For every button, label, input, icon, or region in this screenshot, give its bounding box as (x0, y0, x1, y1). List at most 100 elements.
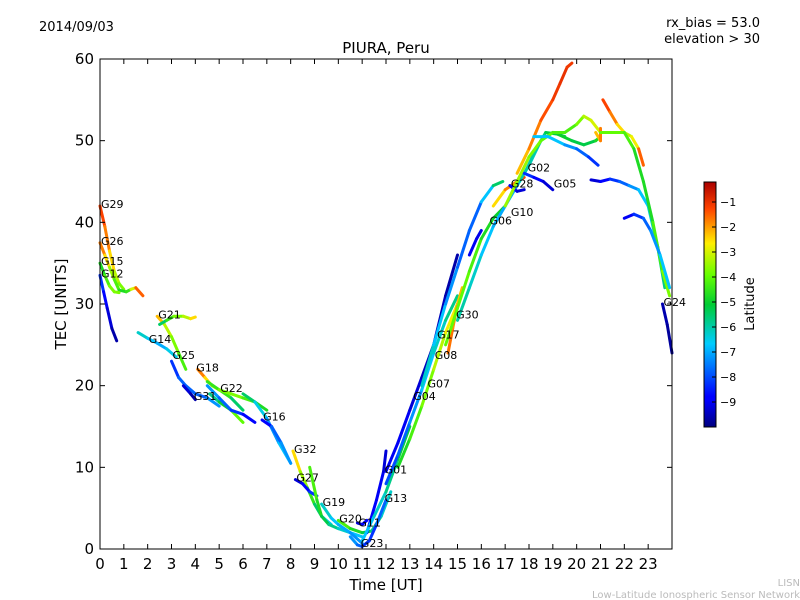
colorbar (703, 181, 717, 428)
track-segment (229, 408, 245, 416)
track-arc-43 (622, 212, 672, 290)
x-tick-label: 4 (191, 555, 201, 573)
track-segment (110, 327, 119, 343)
track-segment (551, 82, 562, 102)
satellite-label: G10 (511, 206, 534, 219)
track-segment (515, 155, 531, 183)
track-segment (622, 212, 636, 220)
track-segment (112, 290, 121, 295)
track-segment (103, 253, 111, 269)
satellite-label: G21 (158, 308, 181, 321)
satellite-label: G16 (263, 410, 286, 423)
y-tick-label: 20 (75, 377, 94, 395)
track-segment (217, 388, 233, 396)
track-segment (444, 306, 459, 347)
track-segment (105, 306, 114, 330)
y-axis: 0 10 20 30 40 50 60 (75, 50, 672, 558)
track-segment (184, 384, 197, 396)
track-segment (661, 269, 672, 298)
x-tick-label: 6 (238, 555, 248, 573)
x-tick-label: 7 (262, 555, 272, 573)
track-segment (444, 294, 459, 322)
y-tick-label: 10 (75, 458, 94, 476)
track-segment (320, 502, 333, 520)
x-tick-label: 11 (353, 555, 372, 573)
x-tick-label: 0 (95, 555, 105, 573)
satellite-label: G30 (456, 308, 479, 321)
track-segment (618, 180, 631, 188)
track-segment (637, 147, 645, 167)
track-segment (396, 437, 412, 469)
satellite-label: G06 (490, 214, 513, 227)
x-tick-label: 19 (543, 555, 562, 573)
track-segment (205, 396, 221, 408)
track-segment (98, 273, 106, 294)
track-arc-12 (205, 384, 257, 424)
track-segment (539, 98, 555, 122)
track-segment (658, 253, 672, 290)
track-G11 (355, 518, 369, 526)
track-segment (444, 265, 459, 306)
track-segment (103, 273, 111, 288)
track-segment (556, 132, 574, 143)
colorbar-tick-label: −2 (720, 221, 736, 234)
y-tick-label: 30 (75, 295, 94, 313)
x-tick-label: 2 (143, 555, 153, 573)
track-segment (420, 343, 436, 388)
track-arc-14 (260, 418, 293, 465)
track-arc-5 (158, 314, 197, 326)
x-tick-label: 15 (448, 555, 467, 573)
track-segment (637, 188, 650, 208)
track-segment (170, 335, 181, 355)
track-segment (432, 302, 448, 347)
track-segment (136, 331, 150, 340)
satellite-label: G28 (511, 178, 534, 191)
track-G05 (522, 171, 555, 192)
track-segment (291, 449, 302, 473)
track-segment (570, 139, 586, 147)
track-segment (308, 465, 319, 502)
track-segment (608, 177, 622, 183)
track-segment (348, 527, 364, 535)
satellite-label: G17 (437, 329, 460, 342)
track-segment (641, 216, 653, 232)
track-segment (661, 302, 669, 326)
track-segment (630, 135, 641, 151)
track-segment (408, 388, 424, 424)
track-segment (108, 249, 116, 273)
track-G17 (420, 180, 505, 388)
x-tick-label: 8 (286, 555, 296, 573)
info-line-bias: rx_bias = 53.0 (666, 16, 760, 31)
track-G32 (291, 449, 333, 526)
track-arc-37 (515, 61, 574, 175)
satellite-label: G01 (385, 463, 408, 476)
track-G16 (241, 392, 293, 465)
track-segment (649, 229, 662, 257)
satellite-label: G13 (385, 492, 408, 505)
track-segment (515, 147, 531, 175)
track-segment (360, 539, 371, 548)
x-tick-label: 10 (329, 555, 348, 573)
track-segment (270, 425, 283, 445)
track-segment (432, 331, 448, 371)
track-G19 (320, 502, 364, 545)
satellite-label: G12 (101, 267, 124, 280)
track-segment (622, 131, 636, 151)
satellite-label: G29 (101, 198, 124, 211)
chart-title: PIURA, Peru (342, 39, 429, 57)
track-G26 (98, 241, 145, 298)
track-segment (589, 178, 602, 183)
satellite-label: G04 (413, 390, 436, 403)
track-segment (217, 396, 233, 412)
track-segment (301, 482, 312, 494)
track-segment (527, 139, 543, 159)
track-G07 (384, 294, 459, 486)
track-segment (384, 453, 400, 486)
track-segment (155, 341, 169, 351)
satellite-label: G25 (173, 349, 196, 362)
footer-acronym: LISN (778, 578, 800, 589)
y-tick-label: 60 (75, 50, 94, 68)
track-segment (196, 367, 207, 379)
track-G22 (205, 380, 269, 412)
track-segment (315, 498, 324, 518)
